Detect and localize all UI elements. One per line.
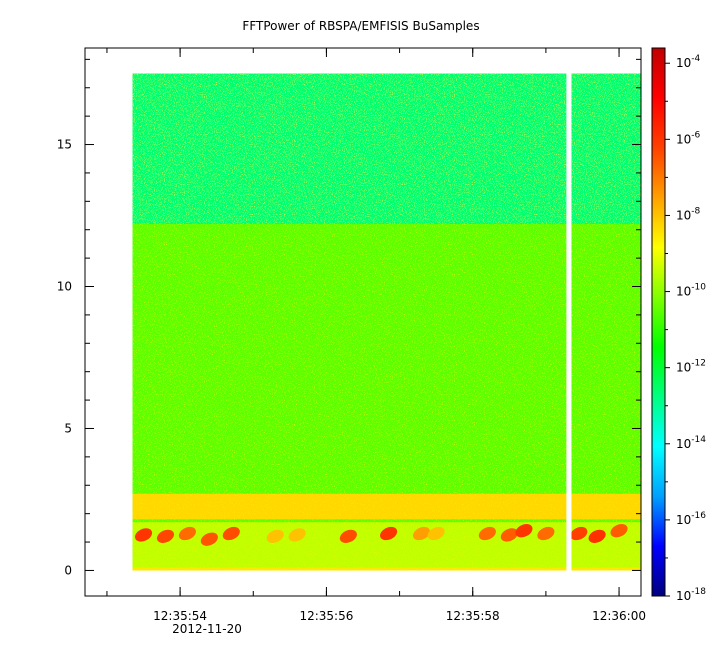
x-tick-label: 12:35:54	[153, 609, 207, 623]
colorbar: 10-4 10-6 10-8 10-10 10-12 10-14 10-16 10-18	[651, 47, 706, 603]
burst-mark	[515, 524, 533, 538]
x-tick-label: 12:35:56	[299, 609, 353, 623]
y-tick-label: 10	[57, 280, 72, 294]
burst-mark	[288, 528, 306, 542]
burst-mark	[200, 532, 218, 546]
colorbar-tick-label: 10-10	[676, 283, 706, 299]
burst-mark	[222, 526, 240, 541]
burst-mark	[134, 528, 153, 542]
heatmap-band	[132, 73, 642, 225]
burst-mark	[380, 526, 398, 541]
x-tick-label: 12:36:00	[592, 609, 646, 623]
x-axis: 12:35:54 12:35:56 12:35:58 12:36:00	[106, 48, 646, 623]
heatmap-band	[132, 224, 642, 494]
colorbar-gradient	[651, 47, 666, 597]
colorbar-tick-label: 10-14	[676, 435, 706, 451]
colorbar-tick-label: 10-6	[676, 130, 701, 146]
y-tick-label: 0	[64, 563, 72, 577]
burst-mark	[178, 526, 196, 541]
burst-mark	[412, 526, 431, 541]
bursts-layer	[134, 524, 628, 546]
y-tick-label: 5	[64, 421, 72, 435]
colorbar-tick-label: 10-8	[676, 206, 701, 222]
burst-mark	[156, 529, 175, 544]
heatmap-band	[132, 493, 642, 520]
chart-title: FFTPower of RBSPA/EMFISIS BuSamples	[242, 19, 479, 33]
colorbar-ticks: 10-4 10-6 10-8 10-10 10-12 10-14 10-16 10-18	[665, 54, 706, 603]
burst-mark	[500, 528, 518, 542]
burst-mark	[339, 529, 357, 544]
burst-mark	[266, 529, 284, 544]
burst-mark	[427, 526, 445, 541]
colorbar-tick-label: 10-4	[676, 54, 701, 70]
burst-mark	[570, 526, 588, 541]
plot-area	[84, 47, 642, 597]
colorbar-tick-label: 10-16	[676, 511, 706, 527]
heatmap-band	[132, 567, 642, 571]
burst-mark	[610, 524, 628, 538]
colorbar-tick-label: 10-12	[676, 359, 706, 375]
plot-border	[84, 47, 642, 597]
burst-mark	[588, 529, 606, 544]
burst-mark	[478, 526, 496, 541]
burst-mark	[537, 526, 555, 541]
y-axis: 0 5 10 15	[57, 58, 641, 577]
data-gap	[566, 72, 572, 572]
colorbar-tick-label: 10-18	[676, 587, 706, 603]
y-tick-label: 15	[57, 138, 72, 152]
x-tick-label: 12:35:58	[446, 609, 500, 623]
x-date-label: 2012-11-20	[172, 622, 242, 636]
heatmap-layer	[132, 73, 642, 571]
